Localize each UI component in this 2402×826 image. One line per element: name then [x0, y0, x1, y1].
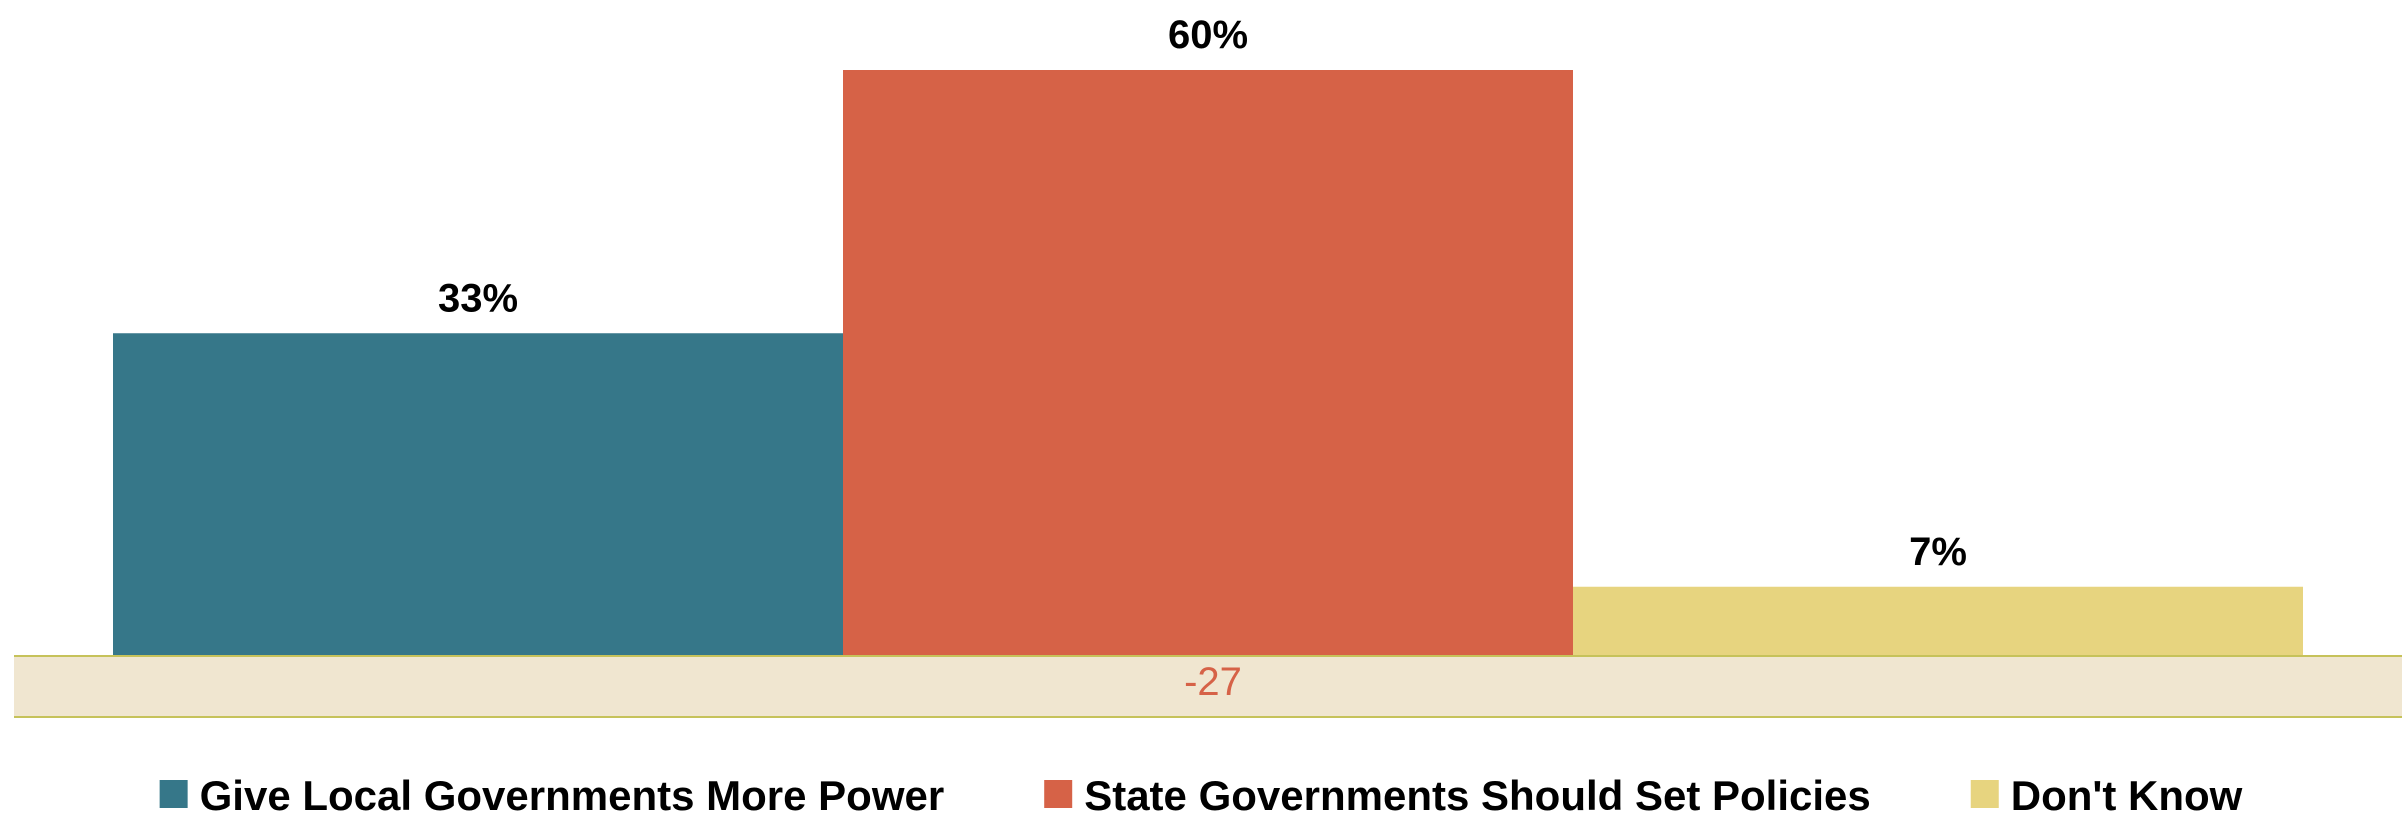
- legend-swatch-2: [1044, 780, 1073, 808]
- legend-swatch-1: [159, 780, 188, 808]
- net-difference-band: -27: [14, 655, 2402, 718]
- net-band-rect: [14, 656, 2402, 717]
- legend-swatch-3: [1970, 780, 1999, 808]
- data-label-1: 33%: [438, 276, 518, 320]
- legend-item-1: Give Local Governments More Power: [159, 772, 945, 819]
- legend-item-2: State Governments Should Set Policies: [1044, 772, 1871, 819]
- bar-3: [1573, 586, 2303, 655]
- bar-2: [843, 70, 1573, 655]
- data-label-2: 60%: [1168, 13, 1248, 57]
- bar-group: [113, 70, 2303, 655]
- data-label-3: 7%: [1909, 530, 1967, 574]
- value-label-group: 33% 60% 7%: [438, 13, 1967, 574]
- bar-1: [113, 333, 843, 655]
- legend-label-1: Give Local Governments More Power: [200, 772, 945, 819]
- legend-label-2: State Governments Should Set Policies: [1084, 772, 1871, 819]
- legend: Give Local Governments More Power State G…: [159, 772, 2243, 819]
- net-difference-label: -27: [1184, 660, 1242, 704]
- legend-item-3: Don't Know: [1970, 772, 2243, 819]
- legend-label-3: Don't Know: [2011, 772, 2243, 819]
